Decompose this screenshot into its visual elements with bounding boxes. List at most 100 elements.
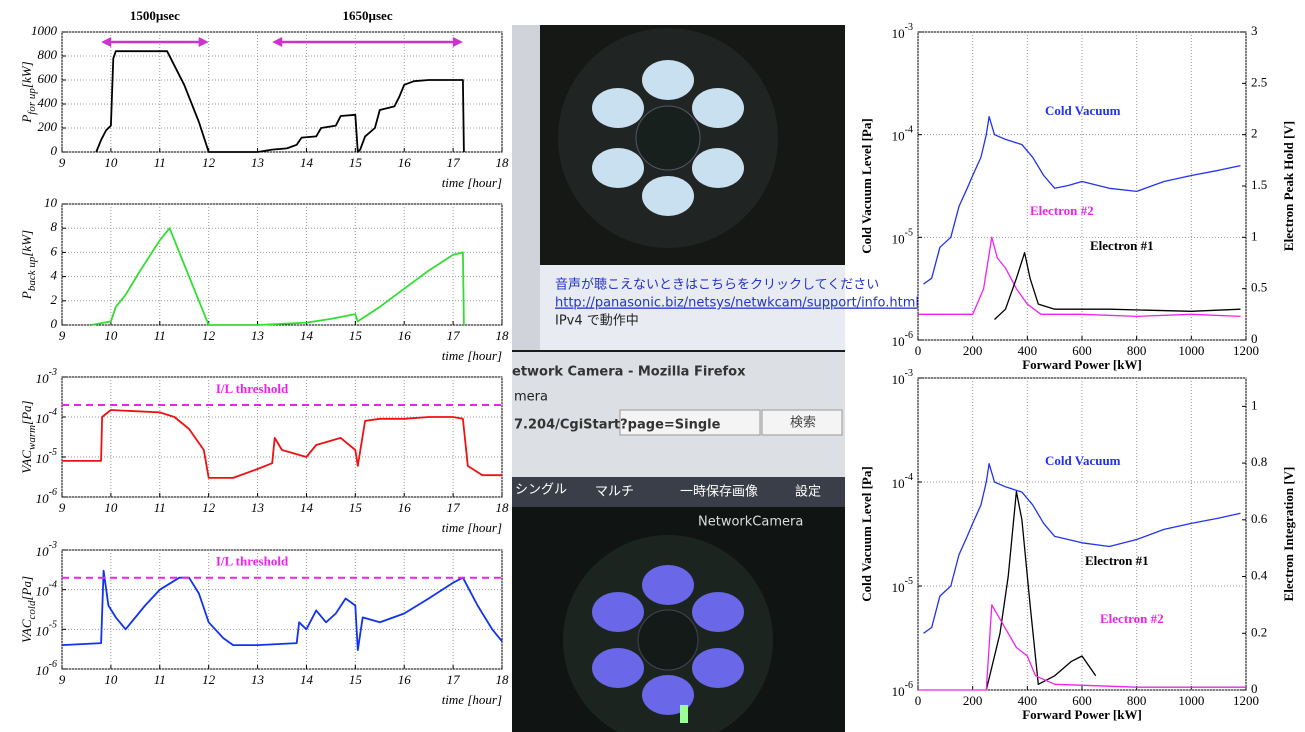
view-tab[interactable]: 設定 [795, 484, 821, 500]
series-label: Cold Vacuum [1045, 103, 1121, 118]
x-tick-label: 12 [202, 328, 216, 343]
y-tick-label: 400 [38, 95, 58, 110]
y-tick-label: 10-5 [892, 576, 913, 595]
series-label: Cold Vacuum [1045, 453, 1121, 468]
y-tick-label: 8 [51, 219, 58, 234]
view-tab[interactable]: シングル [515, 483, 567, 498]
x-tick-label: 9 [59, 155, 66, 170]
x-tick-label: 9 [59, 500, 66, 515]
y-tick-label: 2 [51, 292, 58, 307]
notice: 音声が聴こえないときはこちらをクリックしてください [555, 277, 879, 293]
y-tick-label: 10 [44, 195, 58, 210]
url-box [619, 409, 761, 436]
y-tick-label: 10-6 [892, 330, 913, 349]
x-tick-label: 11 [154, 672, 166, 687]
x-axis-label: time [hour] [442, 348, 502, 363]
x-tick-label: 1000 [1178, 343, 1204, 358]
x-tick-label: 14 [300, 155, 314, 170]
x-tick-label: 14 [300, 500, 314, 515]
series-label: Electron #1 [1090, 238, 1154, 253]
series-label: Electron #2 [1100, 611, 1164, 626]
camera-title: NetworkCamera [698, 515, 803, 530]
x-tick-label: 1200 [1233, 693, 1259, 708]
y-tick-label: 10-4 [892, 472, 913, 491]
threshold-label: I/L threshold [216, 554, 289, 569]
x-tick-label: 10 [104, 500, 118, 515]
help-link[interactable]: http://panasonic.biz/netsys/netwkcam/sup… [555, 296, 919, 311]
x-tick-label: 400 [1018, 343, 1038, 358]
x-tick-label: 12 [202, 155, 216, 170]
x-tick-label: 400 [1018, 693, 1038, 708]
x-tick-label: 800 [1127, 693, 1147, 708]
series-label: Electron #1 [1085, 553, 1149, 568]
x-tick-label: 10 [104, 672, 118, 687]
y-label-unit: [kW] [19, 61, 34, 88]
x-tick-label: 13 [251, 672, 265, 687]
y-label-unit: [Pa] [19, 400, 34, 425]
x-tick-label: 11 [154, 500, 166, 515]
y-label-main: P [19, 291, 34, 300]
x-tick-label: 13 [251, 500, 265, 515]
plot-frame [61, 549, 503, 670]
tab-bar [512, 477, 845, 507]
y2-tick-label: 2 [1251, 126, 1258, 141]
plot-frame [61, 203, 503, 326]
y-label-sub: cold [26, 600, 38, 619]
x-tick-label: 15 [349, 672, 363, 687]
browser-tab[interactable]: mera [514, 390, 548, 405]
top-petals [592, 60, 744, 216]
x-tick-label: 18 [496, 155, 510, 170]
x-tick-label: 11 [154, 155, 166, 170]
x-tick-label: 16 [398, 672, 412, 687]
x-tick-label: 9 [59, 328, 66, 343]
y2-tick-label: 1 [1251, 397, 1258, 412]
y-label-sub: warm [26, 425, 38, 450]
data-line [923, 463, 1241, 634]
x-tick-label: 17 [447, 328, 461, 343]
y-label-main: VAC [19, 619, 34, 643]
y2-tick-label: 0.6 [1251, 511, 1268, 526]
y-tick-label: 10-3 [892, 22, 913, 41]
data-line [918, 604, 1246, 691]
y-tick-label: 10-3 [36, 367, 57, 386]
y-label-unit: [Pa] [19, 576, 34, 601]
y2-tick-label: 0 [1251, 681, 1258, 696]
x-tick-label: 14 [300, 672, 314, 687]
x-axis-label: Forward Power [kW] [1022, 357, 1142, 372]
x-tick-label: 18 [496, 672, 510, 687]
x-tick-label: 17 [447, 500, 461, 515]
x-tick-label: 11 [154, 328, 166, 343]
span-label: 1500µsec [130, 8, 180, 23]
y-label-main: P [19, 115, 34, 124]
data-line [91, 227, 465, 326]
x-tick-label: 10 [104, 328, 118, 343]
y-tick-label: 10-4 [892, 125, 913, 144]
x-tick-label: 1200 [1233, 343, 1259, 358]
y-axis-label: VACcold[Pa] [19, 576, 38, 643]
view-tab[interactable]: 一時保存画像 [680, 485, 758, 500]
url[interactable]: 7.204/CgiStart?page=Single [514, 418, 721, 433]
x-tick-label: 200 [963, 343, 983, 358]
y2-axis-label: Electron Integration [V] [1281, 467, 1296, 602]
x-tick-label: 10 [104, 155, 118, 170]
y-axis-label: VACwarm[Pa] [19, 400, 38, 473]
y-tick-label: 10-4 [36, 580, 57, 599]
y-axis-label: Cold Vacuum Level [Pa] [859, 118, 874, 253]
view-tab[interactable]: マルチ [595, 485, 634, 500]
data-line [95, 50, 465, 153]
x-tick-label: 17 [447, 672, 461, 687]
y2-tick-label: 0.4 [1251, 568, 1268, 583]
y-tick-label: 10-5 [892, 228, 913, 247]
search[interactable]: 検索 [790, 416, 816, 431]
glow [680, 705, 688, 723]
y2-tick-label: 0 [1251, 331, 1258, 346]
data-line [994, 252, 1241, 320]
y-tick-label: 10-6 [892, 680, 913, 699]
x-tick-label: 1000 [1178, 693, 1204, 708]
status: IPv4 で動作中 [555, 314, 639, 329]
x-axis-label: time [hour] [442, 520, 502, 535]
plot-frame [61, 31, 503, 153]
y-tick-label: 10-4 [36, 407, 57, 426]
window-title: etwork Camera - Mozilla Firefox [512, 365, 746, 380]
x-tick-label: 15 [349, 155, 363, 170]
